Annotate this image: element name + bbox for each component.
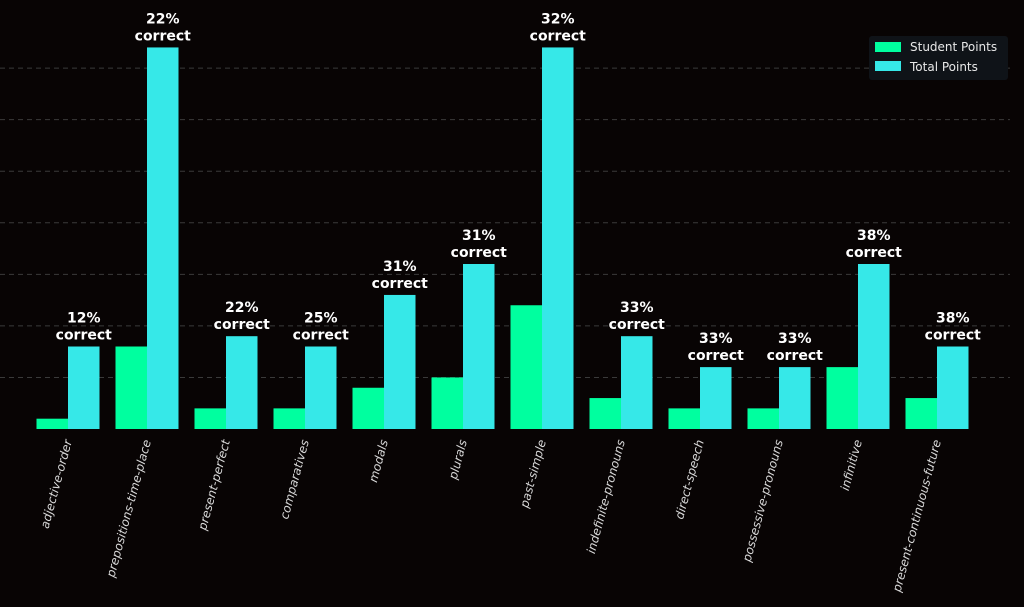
data-label-possessive-pronouns: 33% correct <box>767 331 824 364</box>
x-tick-plurals: plurals <box>446 438 470 482</box>
x-tick-prepositions-time-place: prepositions-time-place <box>103 438 153 580</box>
data-label-present-perfect: 22% correct <box>214 300 271 333</box>
bar-student-indefinite-pronouns <box>589 398 621 429</box>
bar-student-past-simple <box>510 305 542 429</box>
bar-total-comparatives <box>305 346 337 429</box>
bar-total-adjective-order <box>68 346 100 429</box>
bar-total-possessive-pronouns <box>779 367 811 429</box>
bar-total-present-perfect <box>226 336 258 429</box>
bar-total-infinitive <box>858 264 890 429</box>
bar-student-direct-speech <box>668 408 700 429</box>
x-tick-present-perfect: present-perfect <box>195 437 233 533</box>
legend-label-total-points: Total Points <box>909 60 978 74</box>
data-labels: 12% correct 22% correct 22% correct 25% correct… <box>56 11 982 364</box>
bar-total-modals <box>384 294 416 429</box>
bar-student-modals <box>352 387 384 429</box>
bar-student-present-perfect <box>194 408 226 429</box>
bar-student-adjective-order <box>36 418 68 429</box>
data-label-past-simple: 32% correct <box>530 11 587 44</box>
bar-student-present-continuous-future <box>905 398 937 429</box>
bars <box>36 47 969 429</box>
legend: Student Points Total Points <box>869 36 1008 80</box>
data-label-modals: 31% correct <box>372 259 429 292</box>
gridlines <box>0 67 1010 378</box>
data-label-indefinite-pronouns: 33% correct <box>609 300 666 333</box>
data-label-comparatives: 25% correct <box>293 311 350 344</box>
bar-student-plurals <box>431 377 463 429</box>
data-label-plurals: 31% correct <box>451 228 508 261</box>
x-tick-direct-speech: direct-speech <box>672 438 707 521</box>
legend-background <box>869 36 1008 80</box>
bar-student-possessive-pronouns <box>747 408 779 429</box>
x-tick-modals: modals <box>366 438 391 484</box>
bar-total-direct-speech <box>700 367 732 429</box>
bar-total-plurals <box>463 264 495 429</box>
data-label-prepositions-time-place: 22% correct <box>135 11 192 44</box>
data-label-adjective-order: 12% correct <box>56 311 113 344</box>
data-label-present-continuous-future: 38% correct <box>925 311 982 344</box>
x-tick-adjective-order: adjective-order <box>38 437 75 530</box>
bar-student-comparatives <box>273 408 305 429</box>
x-tick-past-simple: past-simple <box>517 438 549 510</box>
data-label-infinitive: 38% correct <box>846 228 903 261</box>
x-tick-comparatives: comparatives <box>277 438 312 521</box>
bar-total-prepositions-time-place <box>147 47 179 429</box>
legend-swatch-total-points <box>875 61 901 71</box>
legend-label-student-points: Student Points <box>910 40 997 54</box>
legend-swatch-student-points <box>875 42 901 52</box>
x-tick-possessive-pronouns: possessive-pronouns <box>740 438 786 564</box>
bar-total-past-simple <box>542 47 574 429</box>
bar-student-prepositions-time-place <box>115 346 147 429</box>
x-tick-labels: adjective-order prepositions-time-place pr… <box>38 437 944 594</box>
data-label-direct-speech: 33% correct <box>688 331 745 364</box>
bar-total-indefinite-pronouns <box>621 336 653 429</box>
bar-total-present-continuous-future <box>937 346 969 429</box>
x-tick-present-continuous-future: present-continuous-future <box>889 438 943 594</box>
x-tick-indefinite-pronouns: indefinite-pronouns <box>584 438 628 555</box>
x-tick-infinitive: infinitive <box>838 438 865 492</box>
bar-student-infinitive <box>826 367 858 429</box>
